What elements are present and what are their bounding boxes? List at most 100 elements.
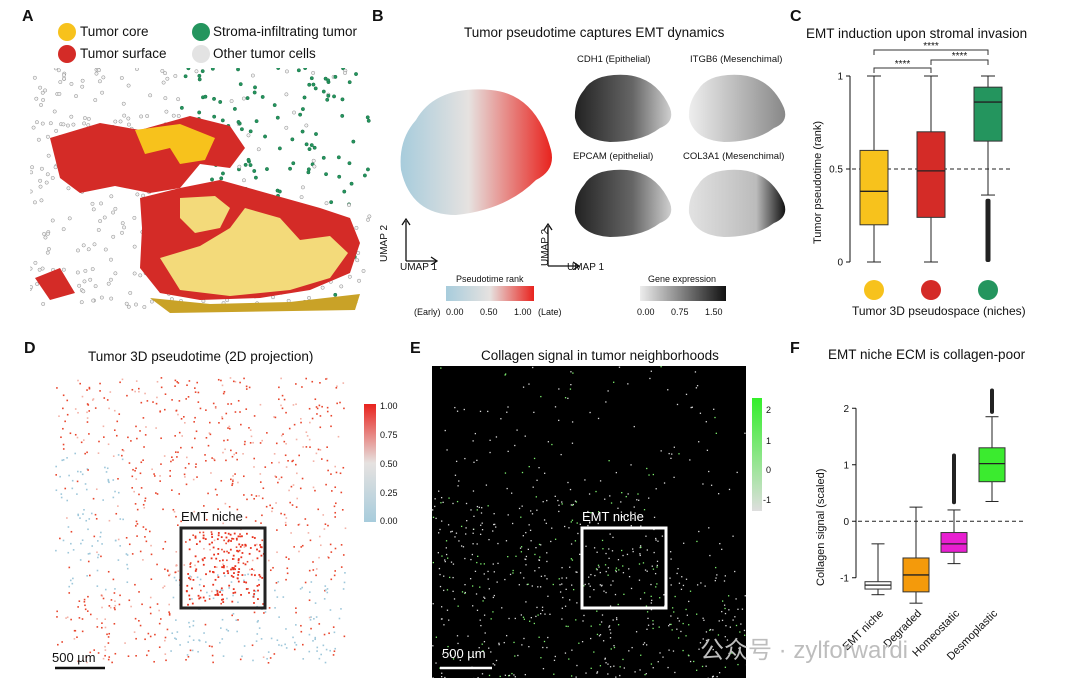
sig-bracket bbox=[930, 59, 989, 65]
cell-point bbox=[110, 599, 113, 601]
niche-point bbox=[188, 598, 191, 601]
niche-point bbox=[216, 590, 219, 592]
cell-dot bbox=[94, 71, 99, 76]
collagen-point bbox=[516, 429, 518, 431]
cell-point bbox=[147, 632, 150, 635]
cell-dot bbox=[36, 137, 41, 142]
cell-point bbox=[266, 657, 268, 660]
niche-point bbox=[245, 588, 248, 590]
collagen-point bbox=[676, 628, 678, 630]
collagen-point bbox=[488, 647, 490, 649]
collagen-point bbox=[621, 549, 623, 552]
cell-point bbox=[155, 492, 157, 494]
collagen-point bbox=[499, 675, 501, 678]
collagen-point bbox=[571, 519, 574, 521]
cell-point bbox=[336, 385, 338, 388]
collagen-point bbox=[528, 645, 530, 648]
cell-point bbox=[225, 542, 227, 545]
cell-point bbox=[340, 566, 343, 568]
collagen-point bbox=[678, 582, 681, 584]
cell-point bbox=[295, 383, 297, 385]
cell-dot bbox=[347, 274, 352, 279]
cell-point bbox=[178, 493, 181, 495]
cell-point bbox=[88, 387, 91, 390]
collagen-point bbox=[501, 607, 503, 609]
cell-point bbox=[316, 413, 318, 415]
cell-dot bbox=[113, 206, 118, 211]
cell-point bbox=[192, 624, 195, 627]
cell-point bbox=[288, 489, 290, 492]
collagen-point bbox=[671, 629, 673, 631]
cell-point bbox=[80, 441, 83, 444]
collagen-point bbox=[497, 542, 499, 545]
collagen-point bbox=[670, 558, 672, 560]
cell-point bbox=[280, 404, 282, 407]
collagen-point bbox=[443, 589, 445, 592]
collagen-point bbox=[472, 528, 475, 531]
cell-dot bbox=[45, 231, 50, 236]
category-dot-0 bbox=[864, 280, 884, 300]
niche-point bbox=[199, 540, 201, 543]
cell-point bbox=[223, 539, 225, 542]
cell-point bbox=[117, 538, 120, 541]
cell-point bbox=[118, 603, 121, 606]
niche-point bbox=[231, 566, 234, 569]
cell-point bbox=[196, 576, 199, 579]
collagen-point bbox=[650, 583, 652, 586]
cell-point bbox=[135, 637, 137, 640]
collagen-point bbox=[604, 564, 607, 566]
cell-point bbox=[271, 510, 273, 513]
sig-bracket bbox=[873, 67, 932, 73]
cell-point bbox=[73, 638, 76, 640]
cell-dot bbox=[200, 69, 205, 74]
cell-point bbox=[259, 481, 262, 483]
cell-point bbox=[136, 508, 139, 511]
collagen-point bbox=[607, 663, 609, 665]
cell-point bbox=[293, 423, 296, 426]
cell-dot bbox=[118, 119, 123, 124]
cell-point bbox=[306, 435, 309, 437]
collagen-point bbox=[435, 517, 437, 520]
cell-point bbox=[256, 621, 259, 623]
cell-dot bbox=[124, 301, 129, 306]
panel-letter-d: D bbox=[24, 340, 36, 357]
niche-point bbox=[245, 581, 248, 584]
cell-dot bbox=[45, 172, 50, 177]
collagen-point bbox=[557, 499, 559, 502]
cell-dot bbox=[102, 215, 107, 220]
collagen-point bbox=[604, 657, 606, 659]
collagen-point bbox=[524, 558, 526, 560]
niche-point bbox=[189, 565, 192, 568]
collagen-point bbox=[718, 620, 720, 622]
cell-dot bbox=[93, 98, 98, 103]
cell-point bbox=[87, 469, 89, 471]
collagen-point bbox=[672, 650, 675, 652]
cell-point bbox=[326, 588, 329, 590]
cell-point bbox=[90, 512, 93, 515]
collagen-point bbox=[524, 435, 526, 437]
cell-point bbox=[206, 518, 208, 521]
cell-point bbox=[134, 390, 136, 393]
cell-point bbox=[327, 524, 329, 527]
collagen-point bbox=[730, 643, 733, 646]
cell-point bbox=[301, 386, 303, 388]
cell-dot bbox=[296, 68, 301, 73]
cell-point bbox=[271, 507, 274, 510]
cell-dot bbox=[77, 283, 82, 288]
cell-point bbox=[60, 493, 63, 495]
cell-point bbox=[66, 517, 68, 519]
cell-point bbox=[100, 531, 102, 534]
cell-dot bbox=[248, 163, 253, 168]
cell-point bbox=[97, 553, 100, 556]
cell-point bbox=[292, 484, 295, 486]
collagen-point bbox=[464, 583, 466, 586]
collagen-point bbox=[572, 372, 574, 374]
collagen-point bbox=[651, 599, 653, 602]
cell-point bbox=[304, 518, 307, 520]
niche-point bbox=[223, 572, 225, 575]
cell-dot bbox=[336, 155, 341, 160]
cell-point bbox=[312, 561, 314, 563]
niche-point bbox=[217, 576, 220, 579]
collagen-point bbox=[738, 647, 740, 649]
collagen-point bbox=[667, 666, 669, 669]
